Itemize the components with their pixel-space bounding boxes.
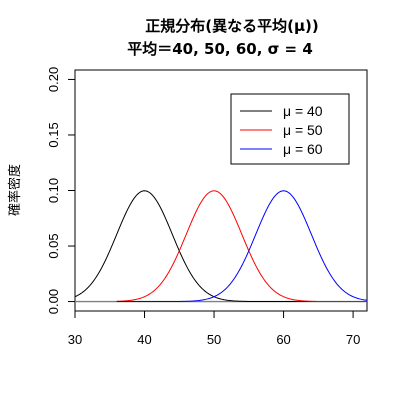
legend: μ = 40 μ = 50 μ = 60 bbox=[230, 93, 350, 165]
x-tick-label: 70 bbox=[346, 332, 360, 347]
y-axis-label: 確率密度 bbox=[7, 164, 23, 216]
y-axis: 0.00 0.05 0.10 0.15 0.20 bbox=[46, 67, 75, 314]
y-tick-label: 0.05 bbox=[46, 233, 61, 258]
series-lines bbox=[74, 190, 368, 303]
x-tick-label: 60 bbox=[276, 332, 290, 347]
legend-label: μ = 50 bbox=[283, 122, 323, 138]
chart-title: 正規分布(異なる平均(μ)) bbox=[145, 17, 318, 35]
legend-label: μ = 40 bbox=[283, 103, 323, 119]
y-tick-label: 0.00 bbox=[46, 289, 61, 314]
series-line bbox=[116, 190, 368, 303]
series-line bbox=[74, 190, 367, 303]
y-tick-label: 0.10 bbox=[46, 178, 61, 203]
x-axis: 30 40 50 60 70 bbox=[68, 311, 360, 347]
legend-box bbox=[230, 93, 350, 165]
x-tick-label: 50 bbox=[207, 332, 221, 347]
y-tick-label: 0.15 bbox=[46, 122, 61, 147]
legend-label: μ = 60 bbox=[283, 141, 323, 157]
series-line bbox=[116, 190, 367, 303]
y-tick-label: 0.20 bbox=[46, 67, 61, 92]
chart-subtitle: 平均＝40, 50, 60, σ = 4 bbox=[127, 40, 313, 58]
legend-items: μ = 40 μ = 50 μ = 60 bbox=[240, 103, 323, 157]
x-tick-label: 30 bbox=[68, 332, 82, 347]
x-tick-label: 40 bbox=[137, 332, 151, 347]
